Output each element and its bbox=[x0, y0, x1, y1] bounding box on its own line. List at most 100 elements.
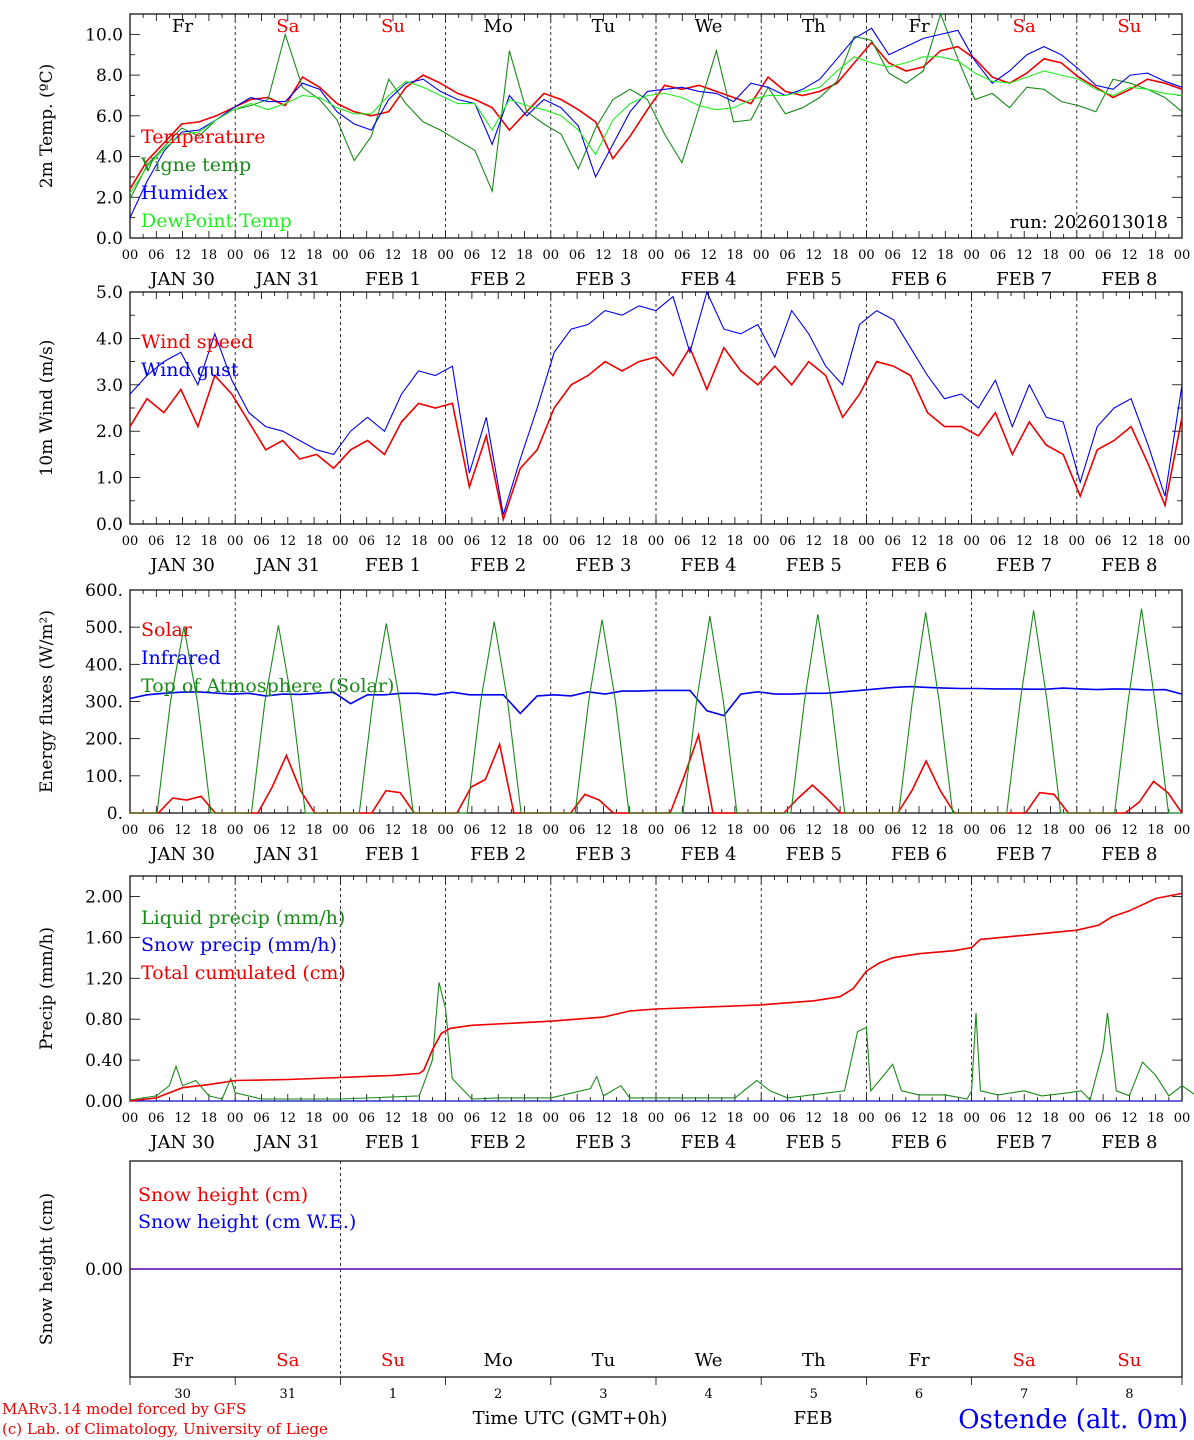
hour-label: 00 bbox=[753, 534, 770, 549]
hour-label: 00 bbox=[963, 823, 980, 838]
y-tick-label: 100. bbox=[85, 767, 123, 787]
hour-label: 18 bbox=[516, 534, 533, 549]
day-of-week-label: Fr bbox=[172, 1350, 193, 1371]
hour-label: 00 bbox=[858, 534, 875, 549]
hour-label: 00 bbox=[332, 1111, 349, 1126]
hour-label: 12 bbox=[806, 248, 823, 263]
hour-label: 00 bbox=[543, 534, 560, 549]
plot-frame bbox=[129, 589, 1183, 814]
hour-label: 06 bbox=[884, 534, 901, 549]
hour-label: 18 bbox=[832, 1111, 849, 1126]
hour-label: 12 bbox=[385, 248, 402, 263]
hour-label: 00 bbox=[963, 534, 980, 549]
hour-label: 00 bbox=[122, 248, 139, 263]
hour-label: 00 bbox=[858, 248, 875, 263]
y-tick-label: 0. bbox=[107, 804, 123, 824]
hour-label: 00 bbox=[227, 823, 244, 838]
date-label: FEB 3 bbox=[575, 269, 631, 290]
run-label: run: 2026013018 bbox=[1010, 212, 1168, 233]
hour-label: 00 bbox=[437, 1111, 454, 1126]
hour-label: 12 bbox=[490, 248, 507, 263]
y-tick-label: 3.0 bbox=[96, 376, 123, 396]
hour-label: 00 bbox=[543, 1111, 560, 1126]
hour-label: 18 bbox=[516, 823, 533, 838]
series-line-dewpoint-temp bbox=[129, 56, 1183, 194]
y-axis-title: Snow height (cm) bbox=[37, 1193, 57, 1345]
y-tick-label: 0.0 bbox=[96, 515, 123, 535]
month-label: FEB bbox=[794, 1408, 833, 1429]
day-of-week-label: Su bbox=[1117, 16, 1141, 37]
hour-label: 06 bbox=[779, 248, 796, 263]
date-label: FEB 3 bbox=[575, 1132, 631, 1153]
date-label: JAN 30 bbox=[148, 1132, 215, 1153]
date-label: FEB 1 bbox=[365, 1132, 421, 1153]
hour-label: 12 bbox=[806, 823, 823, 838]
legend-entry: Liquid precip (mm/h) bbox=[141, 907, 345, 929]
hour-label: 12 bbox=[911, 248, 928, 263]
hour-label: 12 bbox=[280, 1111, 297, 1126]
series-line-humidex bbox=[129, 27, 1183, 218]
hour-label: 06 bbox=[464, 823, 481, 838]
y-tick-label: 2.00 bbox=[85, 887, 123, 907]
hour-label: 12 bbox=[1016, 248, 1033, 263]
panel-5: 0.00 Snow height (cm) Snow height (cm) Snow… bbox=[37, 1160, 1183, 1402]
hour-label: 00 bbox=[1069, 534, 1086, 549]
hour-label: 12 bbox=[490, 534, 507, 549]
day-of-week-label: Tu bbox=[592, 1350, 616, 1371]
day-number-label: 2 bbox=[494, 1387, 502, 1402]
hour-label: 00 bbox=[648, 248, 665, 263]
date-label: FEB 2 bbox=[470, 269, 526, 290]
date-label: FEB 2 bbox=[470, 555, 526, 576]
hour-label: 18 bbox=[937, 248, 954, 263]
hour-label: 06 bbox=[253, 534, 270, 549]
hour-label: 06 bbox=[779, 1111, 796, 1126]
series-line-temperature bbox=[129, 41, 1183, 190]
y-tick-label: 5.0 bbox=[96, 283, 123, 303]
day-of-week-label: Mo bbox=[484, 1350, 513, 1371]
hour-label: 00 bbox=[437, 823, 454, 838]
hour-label: 18 bbox=[1042, 248, 1059, 263]
hour-label: 12 bbox=[595, 534, 612, 549]
hour-label: 12 bbox=[700, 823, 717, 838]
y-tick-label: 200. bbox=[85, 730, 123, 750]
hour-label: 00 bbox=[1174, 1111, 1191, 1126]
date-label: FEB 7 bbox=[996, 555, 1052, 576]
hour-label: 18 bbox=[621, 248, 638, 263]
date-label: JAN 30 bbox=[148, 269, 215, 290]
panel-3: 0. 100. 200. 300. 400. 500. 600. Energy fluxes … bbox=[37, 581, 1190, 865]
day-of-week-label: Fr bbox=[908, 1350, 929, 1371]
hour-label: 06 bbox=[358, 823, 375, 838]
hour-label: 00 bbox=[753, 248, 770, 263]
day-of-week-label: Sa bbox=[276, 16, 299, 37]
hour-label: 12 bbox=[1016, 1111, 1033, 1126]
date-label: FEB 6 bbox=[891, 844, 947, 865]
day-of-week-label: Su bbox=[1117, 1350, 1141, 1371]
hour-label: 12 bbox=[1016, 823, 1033, 838]
date-label: FEB 4 bbox=[681, 555, 737, 576]
y-tick-label: 4.0 bbox=[96, 148, 123, 168]
hour-label: 18 bbox=[727, 823, 744, 838]
date-label: FEB 4 bbox=[681, 844, 737, 865]
hour-label: 12 bbox=[490, 823, 507, 838]
hour-label: 00 bbox=[1069, 248, 1086, 263]
hour-label: 18 bbox=[1147, 823, 1164, 838]
date-label: FEB 7 bbox=[996, 844, 1052, 865]
date-label: FEB 1 bbox=[365, 269, 421, 290]
hour-label: 06 bbox=[779, 534, 796, 549]
hour-label: 18 bbox=[1042, 534, 1059, 549]
date-label: FEB 5 bbox=[786, 555, 842, 576]
date-label: FEB 4 bbox=[681, 1132, 737, 1153]
y-tick-label: 8.0 bbox=[96, 66, 123, 86]
series-line-wind-speed bbox=[129, 345, 1183, 523]
legend-entry: Total cumulated (cm) bbox=[141, 962, 346, 984]
y-axis-title: Energy fluxes (W/m²) bbox=[37, 610, 57, 793]
hour-label: 00 bbox=[1069, 1111, 1086, 1126]
hour-label: 00 bbox=[332, 534, 349, 549]
y-tick-label: 4.0 bbox=[96, 329, 123, 349]
series-line-infrared bbox=[129, 685, 1183, 717]
day-number-label: 31 bbox=[280, 1387, 297, 1402]
hour-label: 00 bbox=[1174, 823, 1191, 838]
y-axis-title: 10m Wind (m/s) bbox=[37, 340, 57, 477]
hour-label: 00 bbox=[753, 1111, 770, 1126]
